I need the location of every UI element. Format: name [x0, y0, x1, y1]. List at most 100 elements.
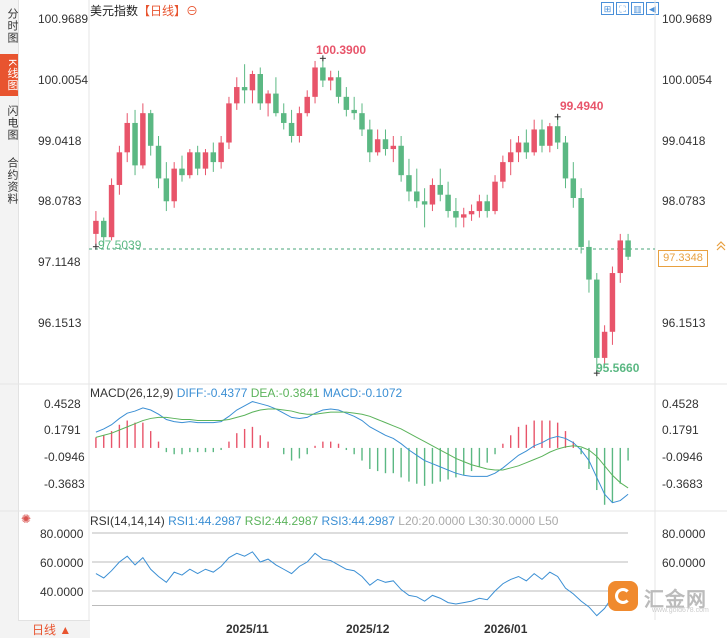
- fullscreen-icon[interactable]: ⛶: [616, 2, 629, 15]
- candle-body: [367, 129, 373, 153]
- price-label-4: 98.0783: [38, 194, 82, 208]
- tab-flash[interactable]: 闪电图: [6, 105, 18, 141]
- candle: [586, 240, 592, 293]
- macd-label-right-3: -0.0946: [662, 450, 703, 464]
- tab-kline[interactable]: K线图: [0, 54, 18, 96]
- macd-label-right-1: 0.4528: [662, 397, 699, 411]
- candle: [554, 117, 561, 150]
- candle-body: [601, 331, 608, 358]
- candle-body: [234, 87, 240, 104]
- rsi2: RSI2:44.2987: [244, 514, 319, 528]
- candle: [382, 129, 389, 156]
- expand-icon[interactable]: ⊞: [601, 2, 614, 15]
- rsi1: RSI1:44.2987: [168, 514, 242, 528]
- candle-body: [194, 152, 201, 169]
- candle-body: [281, 113, 287, 123]
- candle: [359, 103, 365, 136]
- candle-body: [445, 194, 451, 212]
- candle-body: [288, 122, 295, 136]
- candle: [132, 109, 138, 176]
- candle: [288, 109, 295, 143]
- candle: [531, 119, 537, 156]
- candle: [93, 211, 99, 247]
- price-label-right-4: 98.0783: [662, 194, 706, 208]
- crosshair-icon[interactable]: ✺: [21, 512, 32, 526]
- candle: [461, 207, 467, 228]
- candle-body: [116, 152, 123, 185]
- candle: [155, 136, 162, 189]
- candle-body: [570, 178, 577, 198]
- logo-icon: [608, 581, 638, 611]
- price-label-2: 100.0054: [38, 73, 89, 87]
- candle-body: [515, 142, 522, 153]
- tab-contract-info[interactable]: 合约资料: [6, 157, 18, 205]
- candle-body: [437, 184, 443, 195]
- bar-chart-icon[interactable]: ▥: [631, 2, 644, 15]
- candle: [296, 106, 303, 143]
- price-label-3: 99.0418: [38, 134, 82, 148]
- candle: [273, 77, 279, 117]
- candle: [335, 70, 342, 104]
- candle-body: [617, 240, 623, 274]
- tab-timeshare[interactable]: 分时图: [6, 8, 18, 44]
- date-label-3: 2026/01: [484, 622, 528, 636]
- candle-body: [468, 211, 475, 215]
- candle-body: [523, 142, 530, 153]
- candle-body: [226, 103, 232, 143]
- candle: [234, 77, 240, 110]
- candle-body: [461, 214, 467, 218]
- arrow-left-icon[interactable]: ◀: [646, 2, 659, 15]
- low-label: 95.5660: [596, 361, 640, 375]
- rsi-label-right-2: 60.0000: [662, 556, 706, 570]
- candle-body: [265, 93, 271, 104]
- candle: [515, 136, 522, 163]
- candle-body: [163, 178, 170, 202]
- candle: [594, 273, 600, 373]
- watermark-text: 汇金网: [644, 589, 707, 611]
- candle-body: [257, 74, 263, 104]
- candle: [351, 96, 357, 120]
- rsi-legend: RSI(14,14,14) RSI1:44.2987 RSI2:44.2987 …: [90, 514, 558, 528]
- candle: [226, 96, 232, 150]
- date-label-1: 2025/11: [226, 622, 269, 636]
- period-tab[interactable]: 日线 ▲: [18, 620, 90, 638]
- start-low-label: 97.5039: [98, 238, 142, 252]
- candle: [194, 145, 201, 176]
- rsi3: RSI3:44.2987: [321, 514, 395, 528]
- candle-body: [398, 145, 404, 176]
- candle-body: [421, 201, 428, 205]
- candle: [484, 194, 490, 218]
- candle: [327, 70, 334, 91]
- price-label-1: 100.9689: [38, 12, 89, 26]
- candle-body: [531, 129, 537, 153]
- macd-label-2: 0.1791: [44, 423, 81, 437]
- candle-body: [484, 201, 490, 212]
- gear-icon[interactable]: ⊖: [186, 4, 199, 18]
- macd-value: MACD:-0.1072: [322, 386, 403, 400]
- candle: [445, 181, 451, 218]
- candle: [492, 175, 498, 215]
- candle-body: [625, 240, 631, 257]
- mid-high-label: 99.4940: [560, 99, 604, 113]
- candle-body: [218, 142, 224, 163]
- rsi-l30: L30:30.0000: [468, 514, 536, 528]
- candle: [281, 103, 287, 130]
- candle: [171, 162, 177, 208]
- candle: [539, 119, 545, 153]
- candle: [257, 67, 263, 110]
- candle-body: [406, 175, 412, 192]
- candle-body: [390, 145, 397, 150]
- candle: [437, 168, 443, 202]
- rsi-label-3: 40.0000: [40, 585, 84, 599]
- candle: [124, 113, 130, 163]
- rsi-label-right-1: 80.0000: [662, 527, 706, 541]
- macd-diff-line: [95, 401, 629, 504]
- candle-body: [108, 184, 115, 238]
- candle-body: [179, 168, 185, 176]
- candle: [343, 87, 350, 117]
- date-label-2: 2025/12: [346, 622, 390, 636]
- period-selector[interactable]: 【日线】: [138, 4, 187, 18]
- rsi-label-1: 80.0000: [40, 527, 84, 541]
- candle: [507, 139, 514, 176]
